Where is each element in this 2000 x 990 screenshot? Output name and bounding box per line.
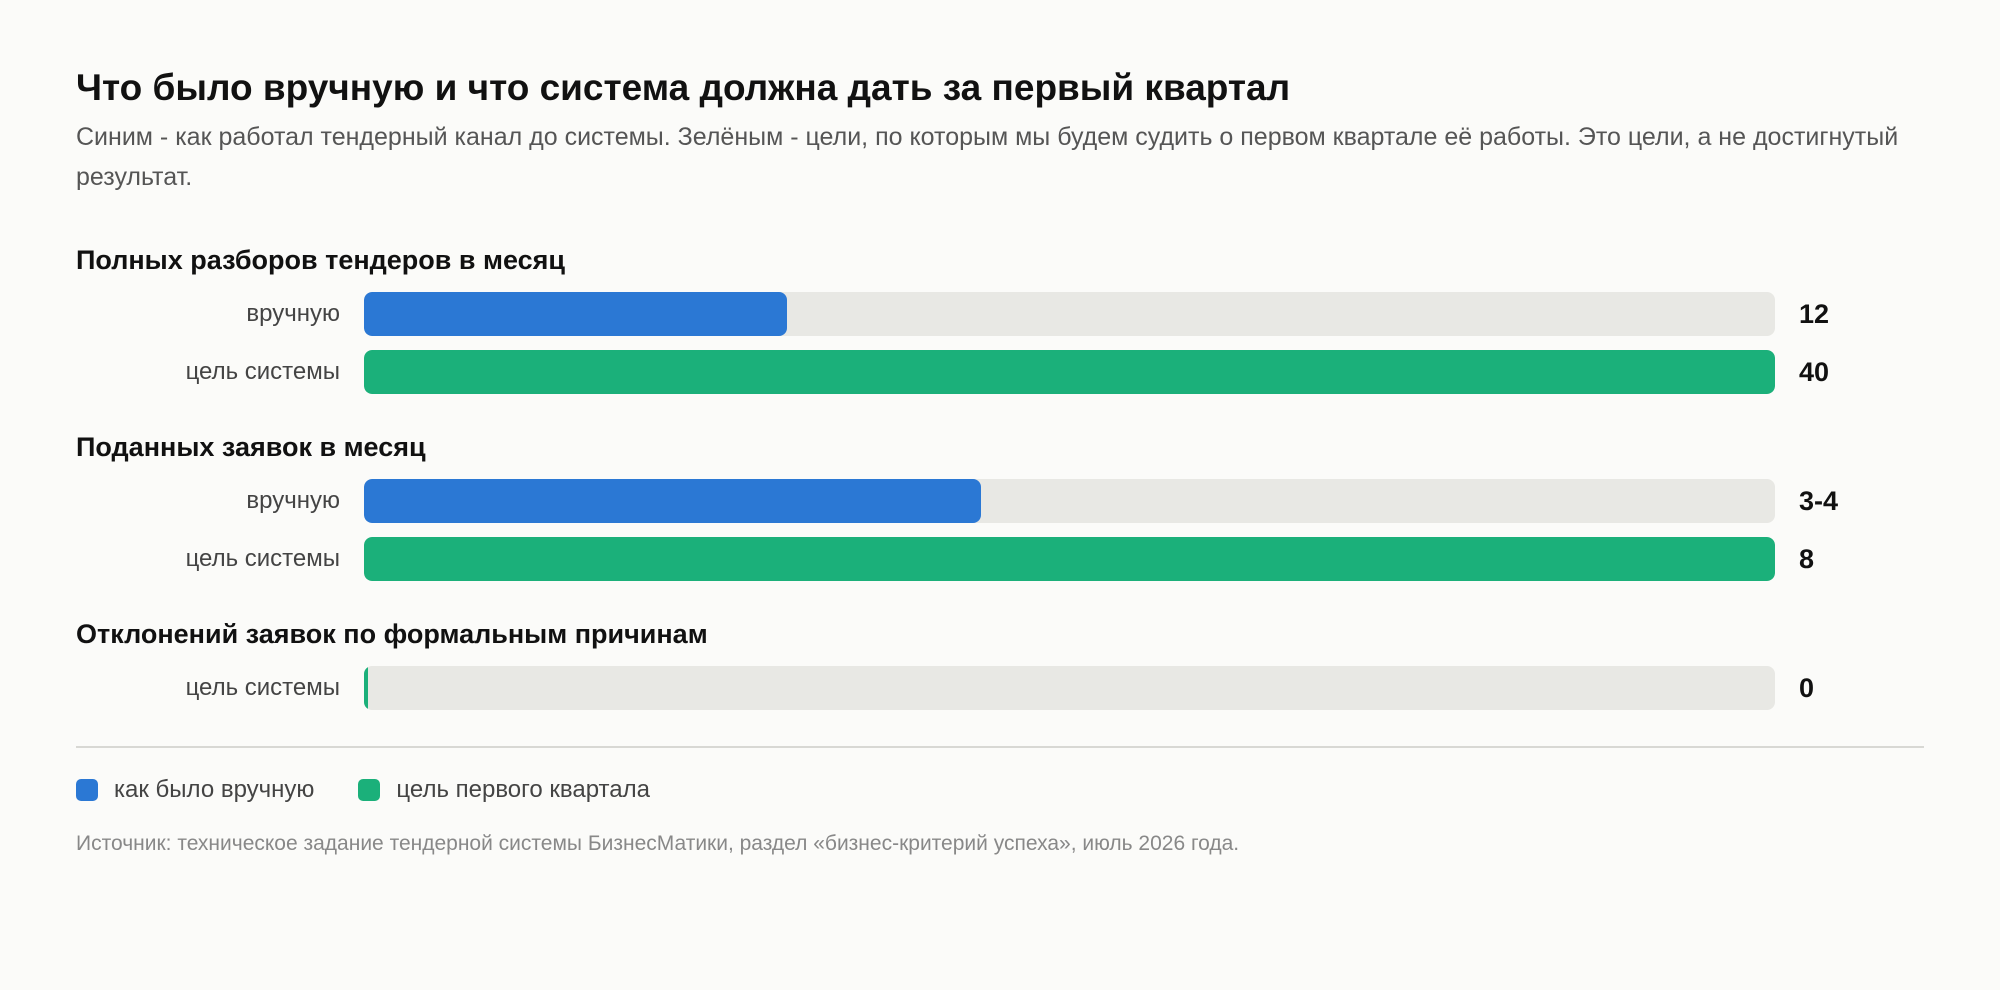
bar-track [364,292,1775,336]
bar-row: цель системы 0 [76,666,1924,710]
bar-track [364,537,1775,581]
divider [76,746,1924,748]
bar-fill-manual [364,479,982,523]
bar-row: вручную 3-4 [76,479,1924,523]
bar-row: цель системы 8 [76,537,1924,581]
bar-label: вручную [246,300,340,327]
legend-swatch [76,779,98,801]
source-note: Источник: техническое задание тендерной … [76,832,1240,855]
bar-group: Полных разборов тендеров в месяц вручную 1… [76,243,1924,394]
legend-swatch [358,779,381,801]
bar-fill-goal [364,537,1775,581]
group-title: Поданных заявок в месяц [76,432,426,462]
chart-container: Что было вручную и что система должна да… [76,62,1924,856]
bar-fill-goal [364,666,368,710]
bar-value: 12 [1799,298,1830,329]
legend-item-goal: цель первого квартала [358,776,650,804]
chart-title: Что было вручную и что система должна да… [76,67,1291,108]
chart-subtitle: Синим - как работал тендерный канал до с… [76,123,1899,191]
bar-value: 3-4 [1799,485,1839,516]
bar-track [364,479,1775,523]
bar-row: цель системы 40 [76,350,1924,394]
legend-label: как было вручную [114,776,315,803]
bar-label: цель системы [185,358,340,385]
bar-label: цель системы [185,674,340,701]
legend: как было вручную цель первого квартала [76,776,1924,804]
bar-value: 8 [1799,543,1815,574]
legend-item-manual: как было вручную [76,776,314,804]
bar-fill-goal [364,350,1775,394]
bar-track [364,666,1775,710]
bar-track [364,350,1775,394]
bar-groups: Полных разборов тендеров в месяц вручную 1… [76,243,1924,710]
bar-group: Поданных заявок в месяц вручную 3-4 цель си… [76,430,1924,581]
bar-group: Отклонений заявок по формальным причинам… [76,617,1924,710]
bar-value: 40 [1799,356,1830,387]
group-title: Полных разборов тендеров в месяц [76,245,565,275]
bar-fill-manual [364,292,788,336]
bar-label: вручную [246,487,340,514]
bar-row: вручную 12 [76,292,1924,336]
bar-value: 0 [1799,672,1815,703]
bar-label: цель системы [185,545,340,572]
group-title: Отклонений заявок по формальным причинам [76,619,708,649]
legend-label: цель первого квартала [396,776,650,803]
